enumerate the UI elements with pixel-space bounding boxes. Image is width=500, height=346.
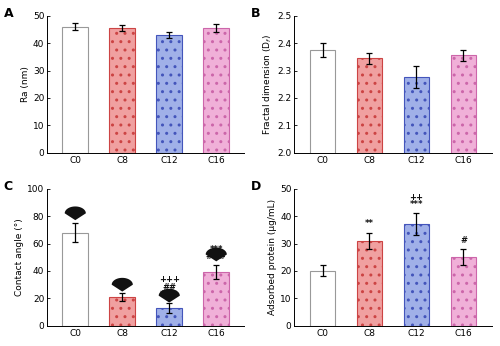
- PathPatch shape: [112, 278, 133, 292]
- Bar: [62, 233, 88, 326]
- Text: ****: ****: [160, 290, 178, 299]
- Bar: [62, 27, 88, 153]
- Bar: [356, 58, 382, 346]
- Text: +++: +++: [159, 275, 180, 284]
- Text: ***: ***: [116, 280, 129, 289]
- Y-axis label: Ra (nm): Ra (nm): [21, 66, 30, 102]
- Text: A: A: [4, 7, 14, 20]
- Bar: [310, 271, 336, 326]
- Bar: [310, 50, 336, 346]
- Text: B: B: [251, 7, 260, 20]
- Bar: [450, 257, 476, 326]
- Y-axis label: Adsorbed protein (μg/mL): Adsorbed protein (μg/mL): [268, 199, 277, 315]
- Bar: [204, 28, 229, 153]
- PathPatch shape: [64, 207, 86, 220]
- Bar: [156, 35, 182, 153]
- PathPatch shape: [158, 289, 180, 302]
- Bar: [404, 224, 429, 326]
- Text: ***: ***: [210, 245, 223, 254]
- Bar: [356, 241, 382, 326]
- Text: #: #: [460, 236, 467, 245]
- Y-axis label: Fractal dimension (D$_f$): Fractal dimension (D$_f$): [262, 34, 274, 135]
- Text: C: C: [4, 180, 13, 193]
- Bar: [110, 28, 135, 153]
- Bar: [404, 78, 429, 346]
- Text: ++: ++: [410, 193, 424, 202]
- Bar: [450, 55, 476, 346]
- Bar: [156, 308, 182, 326]
- Bar: [110, 297, 135, 326]
- Text: ***: ***: [410, 200, 423, 209]
- Text: D: D: [251, 180, 261, 193]
- Text: ##: ##: [162, 283, 176, 292]
- PathPatch shape: [206, 248, 227, 261]
- Y-axis label: Contact angle (°): Contact angle (°): [16, 218, 24, 296]
- Bar: [204, 272, 229, 326]
- Text: ###: ###: [206, 252, 227, 261]
- Text: **: **: [365, 219, 374, 228]
